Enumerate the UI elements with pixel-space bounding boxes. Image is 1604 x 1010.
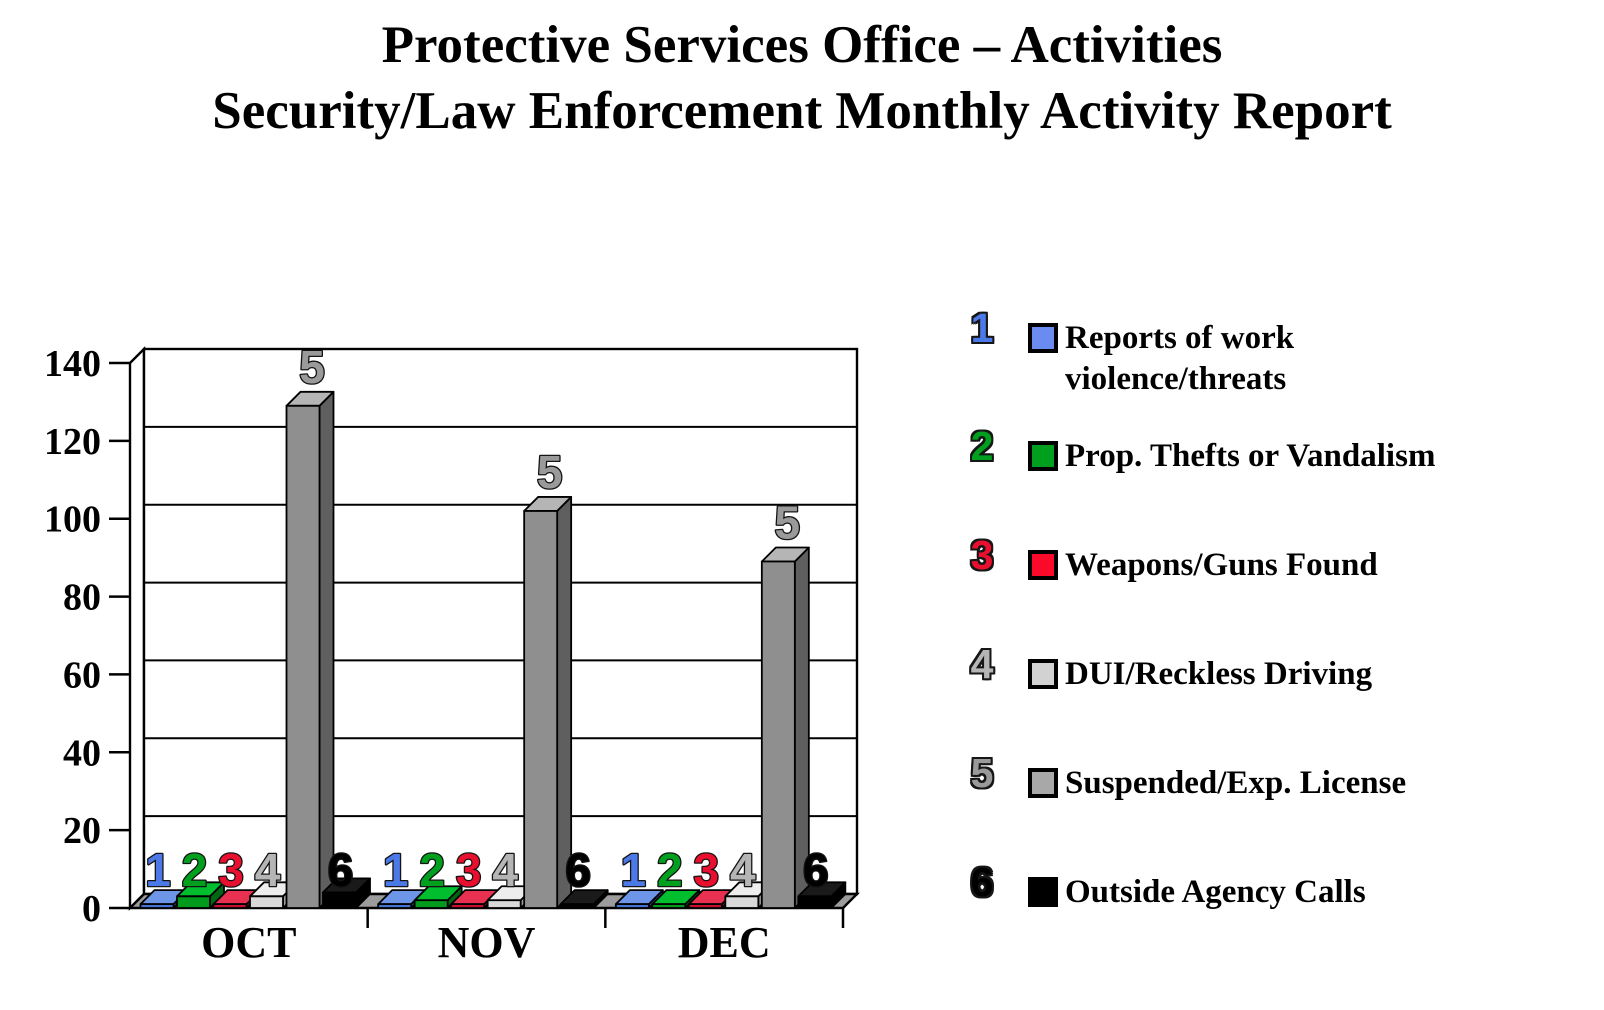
bar-label-nov-series1: 1 [383, 844, 409, 896]
y-axis-label-140: 140 [44, 343, 101, 385]
chart-legend: 1 Reports of work violence/threats 2 Pro… [960, 306, 1560, 981]
bar-label-oct-series5: 5 [299, 341, 325, 393]
bar-label-dec-series5: 5 [775, 497, 801, 549]
legend-swatch [1028, 323, 1058, 353]
legend-swatch [1028, 877, 1058, 907]
bar-label-dec-series6: 6 [803, 844, 829, 896]
legend-item: 1 Reports of work violence/threats [960, 306, 1560, 400]
bar-label-nov-series6: 6 [565, 844, 591, 896]
legend-item: 2 Prop. Thefts or Vandalism [960, 424, 1560, 477]
legend-series-label: Outside Agency Calls [1065, 874, 1366, 910]
bar-label-nov-series2: 2 [419, 844, 445, 896]
y-axis-label-0: 0 [82, 888, 101, 930]
bar-label-oct-series3: 3 [218, 844, 244, 896]
bar-label-nov-series4: 4 [492, 844, 518, 896]
y-axis-label-100: 100 [44, 499, 101, 541]
bar-dec-series6 [797, 881, 847, 909]
legend-series-number: 2 [970, 423, 994, 469]
legend-swatch [1028, 768, 1058, 798]
x-axis-label-dec: DEC [678, 918, 771, 967]
bar-nov-series5 [523, 496, 573, 909]
legend-series-label: Reports of work violence/threats [1065, 320, 1295, 397]
legend-series-label: DUI/Reckless Driving [1065, 656, 1373, 692]
legend-series-number: 4 [970, 641, 994, 687]
y-axis-label-20: 20 [63, 810, 101, 852]
bar-oct-series2 [176, 881, 225, 909]
legend-series-label: Weapons/Guns Found [1065, 547, 1378, 583]
y-axis-label-80: 80 [63, 577, 101, 619]
bar-label-dec-series2: 2 [657, 844, 683, 896]
bar-oct-series6 [322, 877, 371, 909]
bar-label-oct-series2: 2 [182, 844, 208, 896]
legend-series-number: 6 [970, 859, 994, 905]
bar-label-dec-series1: 1 [621, 844, 647, 896]
legend-item: 5 Suspended/Exp. License [960, 751, 1560, 804]
report-title-line1: Protective Services Office – Activities [381, 16, 1223, 74]
legend-series-number: 3 [970, 532, 994, 578]
legend-series-label: Prop. Thefts or Vandalism [1065, 438, 1436, 474]
report-title-line2: Security/Law Enforcement Monthly Activit… [212, 82, 1392, 140]
legend-item: 3 Weapons/Guns Found [960, 533, 1560, 586]
x-axis-label-oct: OCT [201, 918, 296, 967]
report-title: Protective Services Office – Activities … [0, 12, 1604, 144]
legend-swatch [1028, 441, 1058, 471]
bar-label-oct-series1: 1 [145, 844, 171, 896]
legend-swatch [1028, 550, 1058, 580]
legend-series-number: 1 [970, 305, 994, 351]
bar-label-oct-series6: 6 [328, 844, 354, 896]
legend-series-label: Suspended/Exp. License [1065, 765, 1407, 801]
bar-dec-series5 [760, 546, 810, 909]
y-axis-label-40: 40 [63, 732, 101, 774]
bar-label-nov-series5: 5 [537, 446, 563, 498]
bar-nov-series6 [559, 889, 609, 909]
bar-oct-series5 [285, 390, 335, 909]
legend-swatch [1028, 659, 1058, 689]
bar-label-oct-series4: 4 [255, 844, 281, 896]
bar-label-dec-series3: 3 [694, 844, 720, 896]
y-axis-label-120: 120 [44, 421, 101, 463]
legend-item: 4 DUI/Reckless Driving [960, 642, 1560, 695]
x-axis-label-nov: NOV [438, 918, 536, 967]
bar-label-nov-series3: 3 [456, 844, 482, 896]
chart-back-wall [142, 347, 859, 896]
legend-item: 6 Outside Agency Calls [960, 860, 1560, 913]
y-axis-label-60: 60 [63, 654, 101, 696]
legend-series-number: 5 [970, 750, 994, 796]
bar-label-dec-series4: 4 [730, 844, 756, 896]
chart-left-wall [128, 346, 146, 911]
